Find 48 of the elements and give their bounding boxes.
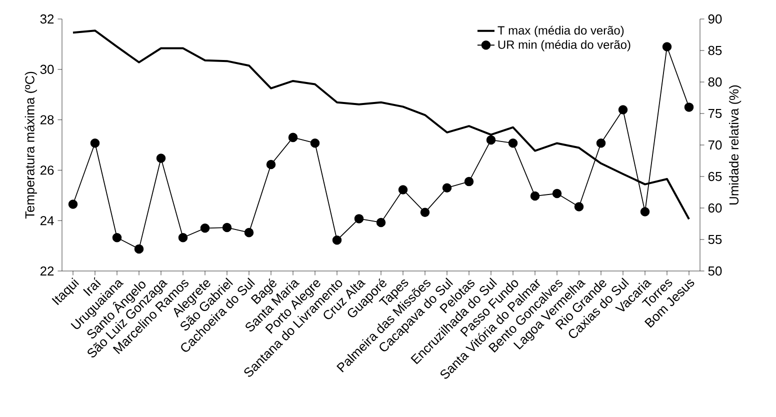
y-tick-label: 24 (40, 216, 54, 226)
point (310, 138, 320, 148)
y-tick-label: 30 (40, 64, 54, 74)
point (200, 224, 210, 233)
point (68, 200, 78, 209)
y2-tick-label: 85 (708, 46, 722, 56)
point (244, 228, 254, 238)
y2-tick-label: 50 (708, 266, 722, 276)
y2-tick-label: 55 (708, 234, 722, 244)
point (508, 138, 518, 148)
point (442, 183, 452, 192)
y2-tick-label: 75 (708, 108, 722, 118)
point (354, 214, 364, 224)
y-axis-title: Temperatura máxima (ºC) (24, 72, 37, 219)
point (376, 218, 386, 228)
point (530, 191, 540, 201)
legend-label: T max (média do verão) (498, 26, 624, 37)
y2-tick-label: 60 (708, 203, 722, 213)
y-tick-label: 26 (40, 166, 54, 175)
y2-tick-label: 70 (708, 140, 722, 150)
point (222, 222, 232, 232)
y-tick-label: 22 (40, 266, 54, 276)
point (420, 208, 430, 218)
y-tick-label: 28 (40, 115, 54, 124)
point (552, 188, 562, 198)
point (156, 154, 166, 163)
point (618, 105, 628, 114)
legend-label: UR min (média do verão) (498, 40, 630, 52)
y2-tick-label: 80 (708, 77, 722, 87)
point (266, 160, 276, 170)
point (90, 138, 100, 148)
point (178, 232, 188, 242)
point (134, 244, 144, 254)
point (574, 202, 584, 212)
point (398, 185, 408, 194)
point (684, 102, 694, 112)
point (596, 138, 606, 148)
y2-axis-title: Umidade relativa (%) (729, 85, 742, 204)
point (640, 207, 650, 216)
y2-tick-label: 65 (708, 172, 722, 182)
point (662, 42, 672, 52)
point (486, 135, 496, 145)
point (464, 176, 474, 186)
point (288, 132, 298, 142)
point (332, 235, 342, 245)
point (112, 232, 122, 242)
y-tick-label: 32 (40, 14, 54, 24)
y2-tick-label: 90 (708, 14, 722, 24)
